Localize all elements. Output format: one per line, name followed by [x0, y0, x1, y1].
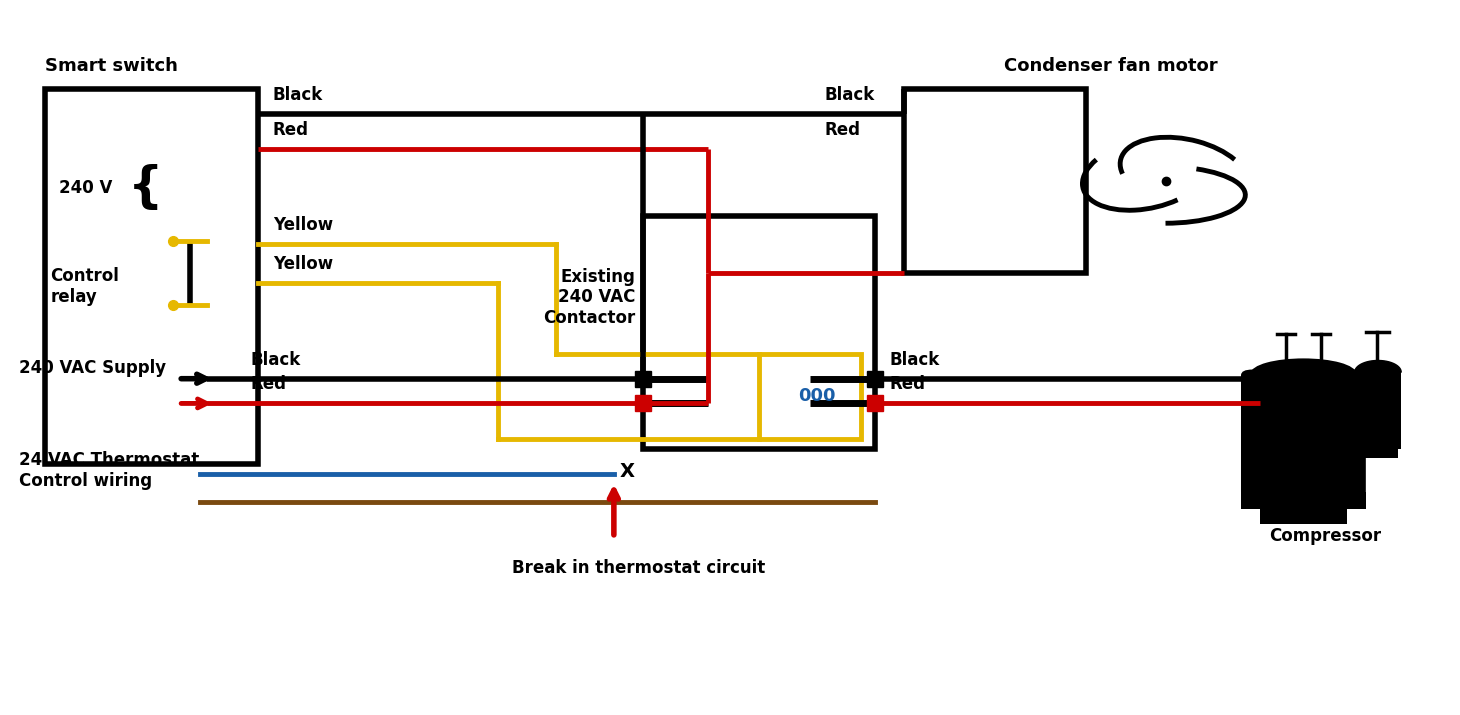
Bar	[1358, 448, 1397, 458]
Text: 240 VAC Supply: 240 VAC Supply	[19, 359, 166, 377]
Text: 24 VAC Thermostat
Control wiring: 24 VAC Thermostat Control wiring	[19, 451, 199, 490]
Text: Smart switch: Smart switch	[45, 56, 178, 75]
Text: 000: 000	[799, 388, 835, 405]
FancyBboxPatch shape	[1241, 370, 1367, 498]
Bar	[759, 354, 860, 439]
Bar	[1355, 372, 1400, 449]
Text: {: {	[127, 164, 164, 212]
Bar	[1260, 508, 1348, 523]
Text: Black: Black	[273, 86, 323, 104]
Text: X: X	[619, 463, 635, 481]
Text: Black: Black	[251, 350, 301, 368]
Bar	[904, 89, 1086, 272]
Text: Existing
240 VAC
Contactor: Existing 240 VAC Contactor	[543, 267, 635, 327]
Text: Black: Black	[889, 350, 940, 368]
Text: Red: Red	[273, 121, 308, 139]
Text: Yellow: Yellow	[273, 217, 333, 235]
Text: Compressor: Compressor	[1269, 527, 1381, 546]
Text: Break in thermostat circuit: Break in thermostat circuit	[512, 559, 765, 577]
Text: Red: Red	[889, 375, 926, 393]
Text: Yellow: Yellow	[273, 255, 333, 273]
Bar	[1253, 375, 1355, 492]
Text: 240 V: 240 V	[60, 179, 112, 197]
Bar	[45, 89, 258, 463]
Text: Red: Red	[251, 375, 288, 393]
Bar	[642, 216, 875, 449]
Text: Red: Red	[825, 121, 860, 139]
Bar	[1241, 492, 1367, 509]
Text: Black: Black	[825, 86, 875, 104]
Text: Condenser fan motor: Condenser fan motor	[1004, 56, 1218, 75]
Text: Control
relay: Control relay	[51, 267, 120, 306]
